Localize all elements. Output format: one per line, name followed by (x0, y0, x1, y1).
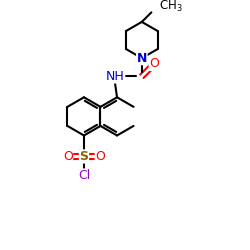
Text: Cl: Cl (78, 169, 90, 182)
Text: CH$_3$: CH$_3$ (159, 0, 183, 14)
Text: O: O (149, 58, 159, 70)
Text: O: O (63, 150, 73, 163)
Text: NH: NH (106, 70, 124, 83)
Text: N: N (137, 52, 147, 65)
Text: S: S (80, 150, 88, 163)
Text: O: O (95, 150, 105, 163)
